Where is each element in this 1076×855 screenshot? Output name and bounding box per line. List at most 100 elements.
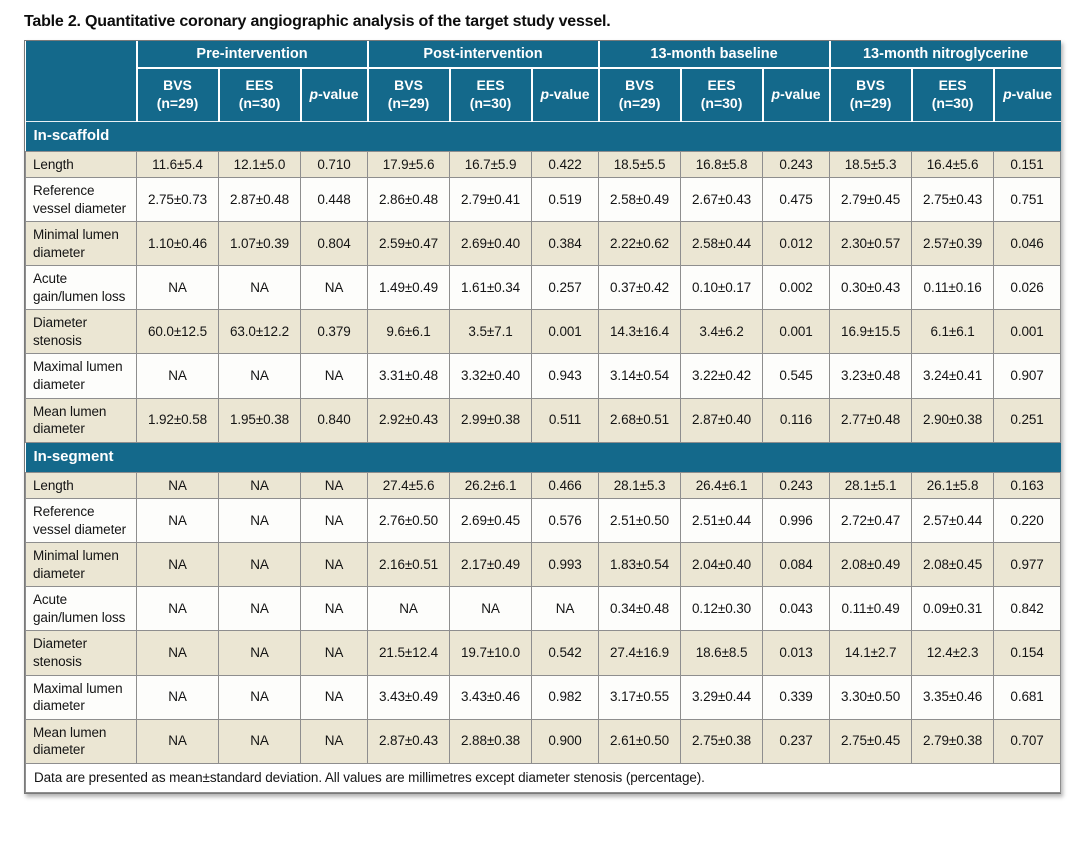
data-cell: 0.243 — [762, 150, 831, 179]
data-cell: 3.32±0.40 — [449, 353, 533, 399]
data-cell: 0.116 — [762, 397, 831, 443]
data-cell: 0.339 — [762, 674, 831, 720]
data-cell: 0.163 — [993, 471, 1062, 500]
table-title: Table 2. Quantitative coronary angiograp… — [24, 13, 611, 30]
col-header-pvalue: p-value — [530, 68, 599, 121]
data-cell: 0.251 — [993, 397, 1062, 443]
p-rest: -value — [549, 85, 590, 102]
data-cell: 3.31±0.48 — [367, 353, 451, 399]
row-label: Maximal lumen diameter — [25, 674, 137, 720]
data-cell: NA — [136, 353, 219, 399]
col-header-pvalue: p-value — [761, 68, 830, 121]
table-row: Reference vessel diameter 2.75±0.73 2.87±0… — [25, 177, 1062, 223]
data-cell: 1.61±0.34 — [449, 265, 533, 311]
data-cell: 0.09±0.31 — [911, 586, 995, 632]
data-cell: 0.681 — [993, 674, 1062, 720]
data-cell: 1.95±0.38 — [218, 397, 301, 443]
section-row: In-segment — [25, 441, 1061, 473]
data-cell: 3.35±0.46 — [911, 674, 995, 720]
p-italic: p — [540, 85, 550, 102]
data-cell: 3.23±0.48 — [829, 353, 913, 399]
data-cell: 0.379 — [299, 309, 369, 355]
p-rest: -value — [318, 85, 359, 102]
data-cell: 2.75±0.45 — [829, 718, 913, 764]
data-cell: 0.001 — [993, 309, 1062, 355]
data-cell: NA — [299, 265, 369, 311]
data-cell: 2.16±0.51 — [367, 542, 451, 588]
data-cell: NA — [218, 498, 301, 544]
data-cell: NA — [136, 542, 219, 588]
data-cell: 2.08±0.45 — [911, 542, 995, 588]
data-cell: 0.384 — [531, 221, 600, 267]
data-cell: NA — [299, 471, 369, 500]
row-label: Reference vessel diameter — [25, 177, 137, 223]
table-body: In-scaffold Length 11.6±5.4 12.1±5.0 0.710 17… — [25, 120, 1062, 764]
data-cell: 1.49±0.49 — [367, 265, 451, 311]
sub-header-row: BVS (n=29) EES (n=30) p-value BVS (n=29)… — [26, 68, 1061, 121]
data-cell: 3.24±0.41 — [911, 353, 995, 399]
data-cell: NA — [136, 630, 219, 676]
data-cell: NA — [136, 586, 219, 632]
data-cell: 2.79±0.45 — [829, 177, 913, 223]
data-cell: NA — [367, 586, 451, 632]
data-cell: 2.79±0.38 — [911, 718, 995, 764]
data-cell: 2.08±0.49 — [829, 542, 913, 588]
data-cell: 14.1±2.7 — [829, 630, 913, 676]
data-cell: 28.1±5.1 — [829, 471, 913, 500]
data-cell: 0.013 — [762, 630, 831, 676]
table-row: Acute gain/lumen loss NA NA NA 1.49±0.49 1.61… — [25, 265, 1062, 311]
data-cell: 12.1±5.0 — [218, 150, 301, 179]
data-cell: 2.17±0.49 — [449, 542, 533, 588]
data-cell: 3.4±6.2 — [680, 309, 764, 355]
data-cell: 19.7±10.0 — [449, 630, 533, 676]
table-row: Maximal lumen diameter NA NA NA 3.43±0.49 3.4… — [25, 674, 1062, 720]
data-cell: NA — [449, 586, 533, 632]
data-cell: 0.840 — [299, 397, 369, 443]
table-row: Minimal lumen diameter 1.10±0.46 1.07±0.39… — [25, 221, 1062, 267]
data-cell: 0.151 — [993, 150, 1062, 179]
data-cell: 0.37±0.42 — [598, 265, 682, 311]
table-row: Maximal lumen diameter NA NA NA 3.31±0.48 3.3… — [25, 353, 1062, 399]
data-cell: 28.1±5.3 — [598, 471, 682, 500]
section-header: In-scaffold — [25, 120, 1061, 152]
data-cell: 2.72±0.47 — [829, 498, 913, 544]
data-cell: 0.012 — [762, 221, 831, 267]
data-cell: 0.996 — [762, 498, 831, 544]
row-label: Mean lumen diameter — [25, 397, 137, 443]
data-cell: 0.900 — [531, 718, 600, 764]
table-row: Length NA NA NA 27.4±5.6 26.2±6.1 0.466 28.1±5.… — [25, 471, 1062, 500]
data-cell: 2.88±0.38 — [449, 718, 533, 764]
data-cell: 0.448 — [299, 177, 369, 223]
col-header-bvs: BVS (n=29) — [366, 68, 450, 121]
row-label: Reference vessel diameter — [25, 498, 137, 544]
data-cell: NA — [218, 586, 301, 632]
data-cell: 2.51±0.44 — [680, 498, 764, 544]
data-cell: NA — [218, 353, 301, 399]
row-label: Diameter stenosis — [25, 309, 137, 355]
data-cell: 6.1±6.1 — [911, 309, 995, 355]
p-italic: p — [771, 85, 781, 102]
data-cell: 2.22±0.62 — [598, 221, 682, 267]
data-cell: NA — [299, 353, 369, 399]
data-cell: NA — [299, 542, 369, 588]
col-header-bvs: BVS (n=29) — [135, 68, 219, 121]
data-cell: 3.17±0.55 — [598, 674, 682, 720]
data-cell: 2.58±0.49 — [598, 177, 682, 223]
table-container: Pre-intervention Post-intervention 13-mo… — [24, 40, 1062, 794]
data-cell: 2.57±0.39 — [911, 221, 995, 267]
data-cell: 0.842 — [993, 586, 1062, 632]
data-cell: 26.4±6.1 — [680, 471, 764, 500]
row-label: Length — [25, 471, 137, 500]
row-label: Acute gain/lumen loss — [25, 265, 137, 311]
group-header-13-month-nitroglycerine: 13-month nitroglycerine — [828, 41, 1061, 69]
data-cell: 2.57±0.44 — [911, 498, 995, 544]
data-cell: 2.87±0.43 — [367, 718, 451, 764]
data-cell: 0.710 — [299, 150, 369, 179]
data-cell: 2.75±0.73 — [136, 177, 219, 223]
data-cell: NA — [218, 265, 301, 311]
data-cell: 2.79±0.41 — [449, 177, 533, 223]
data-cell: 16.4±5.6 — [911, 150, 995, 179]
row-label: Length — [25, 150, 137, 179]
data-cell: 3.43±0.49 — [367, 674, 451, 720]
